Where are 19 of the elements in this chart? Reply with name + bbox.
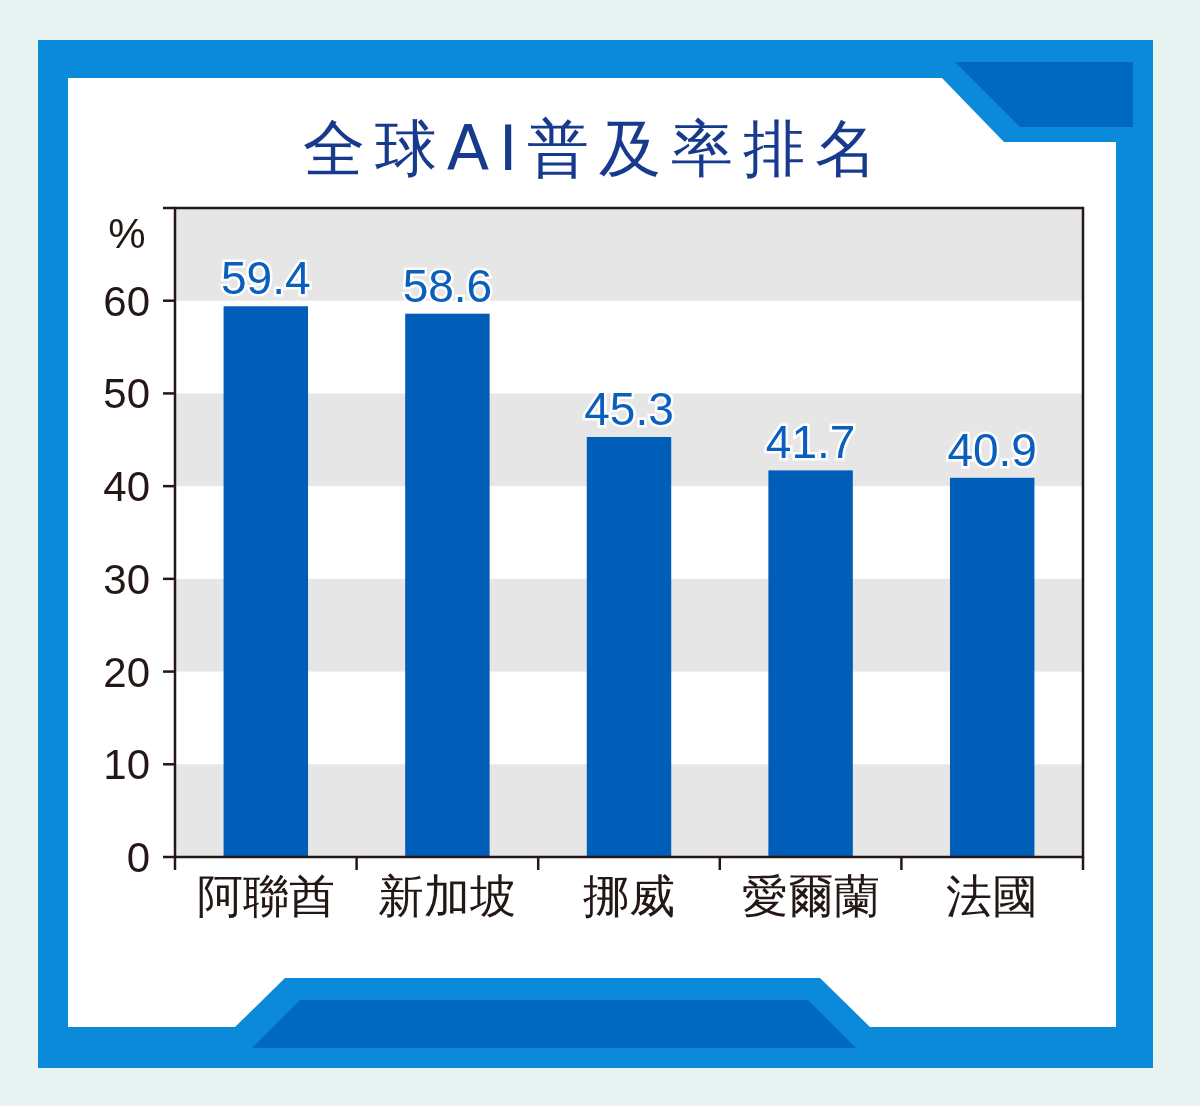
data-label: 45.3	[584, 383, 674, 435]
x-tick-label: 阿聯酋	[196, 869, 335, 923]
y-axis-title: %	[108, 210, 146, 257]
data-label: 59.4	[221, 252, 311, 305]
data-label: 58.6	[402, 259, 493, 312]
y-tick-label: 30	[103, 555, 150, 603]
x-tick-label: 挪威	[583, 869, 675, 923]
data-label: 40.9	[947, 423, 1037, 476]
y-tick-label: 0	[126, 834, 150, 881]
x-tick-label: 新加坡	[378, 869, 517, 923]
title: 全球AI普及率排名	[302, 112, 888, 185]
y-tick-label: 50	[103, 370, 150, 418]
y-tick-label: 60	[103, 277, 150, 325]
y-tick-label: 20	[103, 648, 150, 696]
x-tick-label: 法國	[946, 869, 1039, 923]
y-tick-label: 10	[103, 741, 150, 789]
data-label: 41.7	[765, 416, 856, 469]
x-tick-label: 愛爾蘭	[741, 869, 880, 923]
y-tick-label: 40	[103, 463, 150, 511]
